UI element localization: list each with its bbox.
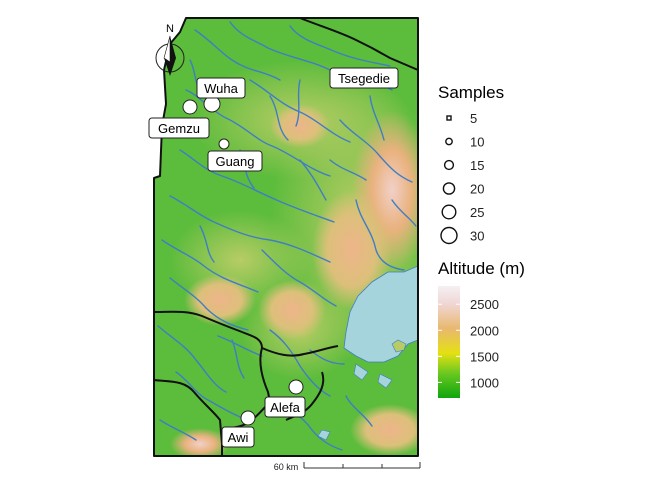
river <box>169 277 249 331</box>
site-label-tsegedie: Tsegedie <box>329 67 399 89</box>
samples-legend-label: 10 <box>470 135 484 150</box>
small-lake <box>317 429 331 441</box>
scale-bar-label: 60 km <box>274 462 299 472</box>
altitude-tick-label: 1000 <box>470 375 499 390</box>
altitude-tick-label: 2000 <box>470 323 499 338</box>
river <box>355 199 405 271</box>
river <box>261 249 337 307</box>
river <box>345 395 373 427</box>
river <box>339 119 413 183</box>
samples-legend-symbol <box>445 137 453 146</box>
lake-bay <box>353 363 369 381</box>
highland-area <box>184 274 256 326</box>
scale-bar-ticks <box>303 462 421 468</box>
samples-legend-title: Samples <box>438 83 504 102</box>
north-arrow-needle-light <box>163 35 171 63</box>
lake-island <box>391 339 407 353</box>
site-label-guang: Guang <box>207 150 263 172</box>
label-box <box>148 117 210 139</box>
river <box>179 149 335 223</box>
label-box <box>264 396 306 418</box>
lake-bay <box>377 373 393 389</box>
scale-bar: 60 km <box>274 462 421 472</box>
site-marker-gemzu[interactable] <box>182 99 198 115</box>
samples-legend: Samples 5 10 15 20 25 30 <box>438 83 504 245</box>
site-label-gemzu: Gemzu <box>148 117 210 139</box>
label-box <box>221 426 255 448</box>
river <box>391 199 417 227</box>
samples-legend-label: 20 <box>470 182 484 197</box>
samples-legend-symbol <box>443 159 455 171</box>
zone-border <box>261 345 339 357</box>
north-arrow-label: N <box>166 23 174 35</box>
samples-legend-label: 30 <box>470 229 484 244</box>
highland-area <box>312 190 392 310</box>
site-marker-alefa[interactable] <box>288 379 304 395</box>
river <box>329 159 367 181</box>
river <box>231 339 245 379</box>
river <box>199 225 215 263</box>
altitude-tick-label: 1500 <box>470 349 499 364</box>
river <box>249 79 351 143</box>
terrain-layer <box>154 18 418 456</box>
river <box>269 329 331 397</box>
map-outline <box>153 17 419 457</box>
river <box>161 239 259 293</box>
label-text: Wuha <box>204 81 238 96</box>
samples-legend-symbol <box>441 204 457 220</box>
zone-border <box>153 310 271 403</box>
altitude-legend-title: Altitude (m) <box>438 259 525 278</box>
river <box>169 195 331 263</box>
label-box <box>207 150 263 172</box>
highland-area <box>270 104 330 148</box>
north-arrow: N <box>155 23 185 76</box>
highland-area <box>350 404 418 456</box>
label-box <box>329 67 399 89</box>
river <box>369 95 385 141</box>
samples-legend-symbol <box>440 226 458 245</box>
river <box>194 29 281 81</box>
label-text: Tsegedie <box>338 71 390 86</box>
label-text: Alefa <box>270 400 300 415</box>
site-marker-guang[interactable] <box>218 138 230 150</box>
river <box>269 95 289 141</box>
river <box>299 159 327 201</box>
sites-layer: Wuha Gemzu Guang Tsegedie Alefa Awi <box>148 67 399 448</box>
river <box>159 419 197 441</box>
label-text: Gemzu <box>158 121 200 136</box>
samples-legend-symbol <box>446 115 452 121</box>
altitude-tick-label: 2500 <box>470 297 499 312</box>
highland-area <box>258 280 326 340</box>
river <box>217 335 263 357</box>
samples-legend-label: 15 <box>470 158 484 173</box>
zone-border <box>153 379 223 456</box>
river <box>289 25 391 67</box>
site-label-wuha: Wuha <box>196 77 246 99</box>
site-label-awi: Awi <box>221 426 255 448</box>
label-text: Awi <box>228 430 249 445</box>
altitude-colorbar <box>438 286 460 398</box>
river <box>175 371 249 421</box>
altitude-legend: Altitude (m) 2500 2000 1500 1000 <box>438 259 525 398</box>
label-box <box>196 77 246 99</box>
zone-border <box>299 17 419 71</box>
site-label-alefa: Alefa <box>264 396 306 418</box>
samples-legend-label: 25 <box>470 205 484 220</box>
borders <box>153 17 419 457</box>
label-text: Guang <box>215 154 254 169</box>
river <box>157 325 227 393</box>
site-marker-awi[interactable] <box>240 410 256 426</box>
river <box>295 79 301 127</box>
highland-area <box>170 428 230 456</box>
samples-legend-symbol <box>442 182 456 195</box>
samples-legend-label: 5 <box>470 111 477 126</box>
